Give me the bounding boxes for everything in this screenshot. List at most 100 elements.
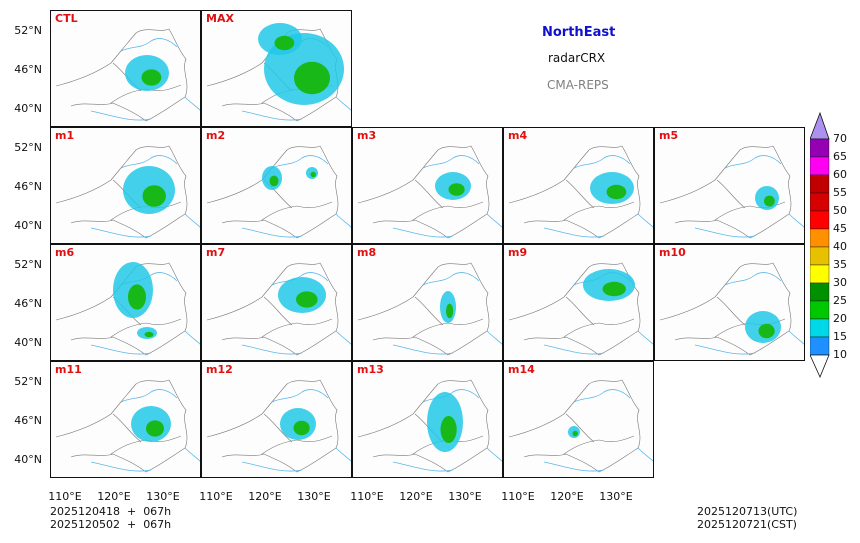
- radar-echo-core: [274, 35, 295, 51]
- colorbar-tick-label: 10: [833, 348, 847, 361]
- radar-echo-core: [572, 430, 578, 437]
- map-background: [508, 262, 653, 356]
- map-panel-m5: m5: [654, 127, 805, 244]
- lon-label: 120°E: [550, 490, 584, 503]
- panel-label: m1: [55, 129, 75, 142]
- panel-label: CTL: [55, 12, 78, 25]
- map-panel-m10: m10: [654, 244, 805, 361]
- lon-label: 130°E: [146, 490, 180, 503]
- map-panel-m6: m6: [50, 244, 201, 361]
- panel-label: m14: [508, 363, 535, 376]
- map-panel-m13: m13: [352, 361, 503, 478]
- colorbar-segment: [810, 300, 830, 320]
- panel-label: m2: [206, 129, 226, 142]
- lat-label: 46°N: [14, 297, 42, 310]
- lat-label: 52°N: [14, 375, 42, 388]
- radar-echo-core: [293, 420, 310, 436]
- colorbar-segment: [810, 174, 830, 194]
- lon-label: 110°E: [48, 490, 82, 503]
- colorbar-segment: [810, 336, 830, 356]
- map-panel-m7: m7: [201, 244, 352, 361]
- lon-label: 110°E: [350, 490, 384, 503]
- radar-echo-core: [440, 416, 457, 443]
- colorbar-extend-min: [810, 354, 830, 379]
- map-panel-ctl: CTL: [50, 10, 201, 127]
- colorbar-tick-label: 20: [833, 312, 847, 325]
- panel-label: m8: [357, 246, 377, 259]
- colorbar-tick-label: 25: [833, 294, 847, 307]
- radar-echo-core: [141, 69, 162, 86]
- lat-label: 40°N: [14, 453, 42, 466]
- variable-title: radarCRX: [548, 51, 606, 65]
- map-panel-m3: m3: [352, 127, 503, 244]
- lon-label: 130°E: [448, 490, 482, 503]
- lat-label: 46°N: [14, 414, 42, 427]
- region-title: NorthEast: [542, 25, 616, 40]
- map-background: [508, 145, 653, 239]
- lon-label: 120°E: [248, 490, 282, 503]
- panel-label: m4: [508, 129, 528, 142]
- map-background: [55, 28, 200, 122]
- lat-label: 52°N: [14, 24, 42, 37]
- colorbar-tick-label: 40: [833, 240, 847, 253]
- lat-label: 40°N: [14, 219, 42, 232]
- colorbar-tick-label: 50: [833, 204, 847, 217]
- map-panel-max: MAX: [201, 10, 352, 127]
- colorbar: [810, 112, 830, 379]
- radar-echo-core: [269, 175, 279, 187]
- lat-label: 46°N: [14, 63, 42, 76]
- radar-echo-core: [602, 281, 626, 297]
- colorbar-tick-label: 45: [833, 222, 847, 235]
- panel-label: m12: [206, 363, 233, 376]
- lat-label: 40°N: [14, 336, 42, 349]
- colorbar-segment: [810, 228, 830, 248]
- radar-echo-core: [310, 171, 316, 178]
- colorbar-tick-label: 30: [833, 276, 847, 289]
- panel-label: m13: [357, 363, 384, 376]
- map-background: [206, 145, 351, 239]
- init-time-cst: 2025120502 + 067h: [50, 518, 172, 531]
- map-background: [508, 379, 653, 473]
- map-background: [659, 262, 804, 356]
- map-panel-m1: m1: [50, 127, 201, 244]
- colorbar-segment: [810, 192, 830, 212]
- map-panel-m9: m9: [503, 244, 654, 361]
- radar-echo-core: [606, 184, 627, 200]
- lat-label: 52°N: [14, 141, 42, 154]
- panel-label: m10: [659, 246, 686, 259]
- lon-label: 130°E: [599, 490, 633, 503]
- colorbar-tick-label: 70: [833, 132, 847, 145]
- radar-echo-core: [764, 195, 775, 207]
- lon-label: 130°E: [297, 490, 331, 503]
- map-background: [357, 262, 502, 356]
- colorbar-segment: [810, 264, 830, 284]
- radar-echo-core: [144, 331, 154, 338]
- lon-label: 120°E: [399, 490, 433, 503]
- map-background: [55, 379, 200, 473]
- colorbar-tick-label: 35: [833, 258, 847, 271]
- radar-echo-core: [128, 284, 146, 310]
- map-panel-m2: m2: [201, 127, 352, 244]
- colorbar-extend-max: [810, 112, 830, 140]
- colorbar-segment: [810, 282, 830, 302]
- lat-label: 52°N: [14, 258, 42, 271]
- panel-label: m9: [508, 246, 528, 259]
- model-title: CMA-REPS: [547, 78, 609, 92]
- map-background: [357, 145, 502, 239]
- panel-label: m6: [55, 246, 75, 259]
- lat-label: 40°N: [14, 102, 42, 115]
- lat-label: 46°N: [14, 180, 42, 193]
- map-panel-m11: m11: [50, 361, 201, 478]
- panel-label: m3: [357, 129, 377, 142]
- map-background: [55, 262, 200, 356]
- radar-echo-core: [758, 323, 775, 339]
- panel-label: m5: [659, 129, 679, 142]
- colorbar-segment: [810, 246, 830, 266]
- map-background: [206, 262, 351, 356]
- colorbar-tick-label: 55: [833, 186, 847, 199]
- panel-label: m7: [206, 246, 226, 259]
- radar-echo-core: [146, 420, 164, 437]
- map-background: [659, 145, 804, 239]
- valid-time-cst: 2025120721(CST): [697, 518, 797, 531]
- radar-echo-core: [294, 61, 330, 95]
